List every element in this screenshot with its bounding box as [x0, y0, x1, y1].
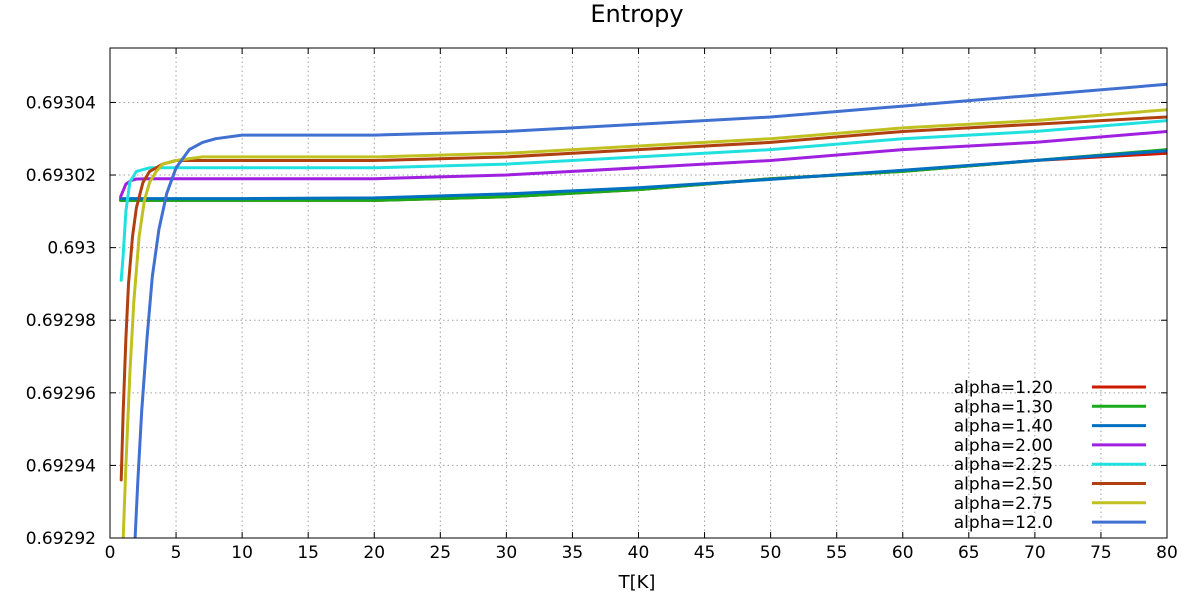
y-tick-label: 0.693 — [47, 239, 96, 259]
x-tick-label: 30 — [496, 543, 518, 563]
axis-ticks: 0 5 10 15 20 25 30 35 40 45 50 55 60 65 70 75 80 0.69292 0… — [26, 48, 1178, 563]
x-tick-label: 40 — [628, 543, 650, 563]
x-tick-label: 5 — [171, 543, 182, 563]
x-tick-label: 65 — [958, 543, 980, 563]
grid-lines — [110, 48, 1167, 538]
x-tick-label: 0 — [105, 543, 116, 563]
series-lines — [119, 82, 1167, 538]
legend-label: alpha=1.20 — [954, 378, 1053, 398]
x-tick-label: 25 — [429, 543, 451, 563]
x-tick-label: 20 — [363, 543, 385, 563]
legend-label: alpha=1.30 — [954, 397, 1053, 417]
series-line-2 — [119, 149, 1167, 201]
x-tick-label: 35 — [562, 543, 584, 563]
series-line-6 — [121, 108, 1167, 538]
legend-label: alpha=2.50 — [954, 475, 1053, 495]
x-tick-label: 15 — [297, 543, 319, 563]
x-axis-label: T[K] — [618, 572, 656, 593]
x-tick-label: 70 — [1024, 543, 1046, 563]
series-line-7 — [133, 82, 1167, 538]
x-tick-label: 10 — [231, 543, 253, 563]
x-tick-label: 55 — [826, 543, 848, 563]
chart-title: Entropy — [590, 0, 683, 28]
legend-label: alpha=2.75 — [954, 494, 1053, 514]
legend-label: alpha=12.0 — [954, 513, 1053, 533]
legend-label: alpha=2.00 — [954, 436, 1053, 456]
x-tick-label: 45 — [694, 543, 716, 563]
series-line-4 — [119, 119, 1167, 282]
y-tick-label: 0.69298 — [26, 311, 96, 331]
y-tick-label: 0.69302 — [26, 166, 96, 186]
y-tick-label: 0.69304 — [26, 93, 96, 113]
legend: alpha=1.20alpha=1.30alpha=1.40alpha=2.00… — [954, 378, 1146, 533]
legend-label: alpha=1.40 — [954, 417, 1053, 437]
y-tick-label: 0.69296 — [26, 384, 96, 404]
x-tick-label: 50 — [760, 543, 782, 563]
x-tick-label: 80 — [1156, 543, 1178, 563]
x-tick-label: 60 — [892, 543, 914, 563]
legend-label: alpha=2.25 — [954, 455, 1053, 475]
x-tick-label: 75 — [1090, 543, 1112, 563]
y-tick-label: 0.69294 — [26, 456, 96, 476]
y-tick-label: 0.69292 — [26, 529, 96, 549]
